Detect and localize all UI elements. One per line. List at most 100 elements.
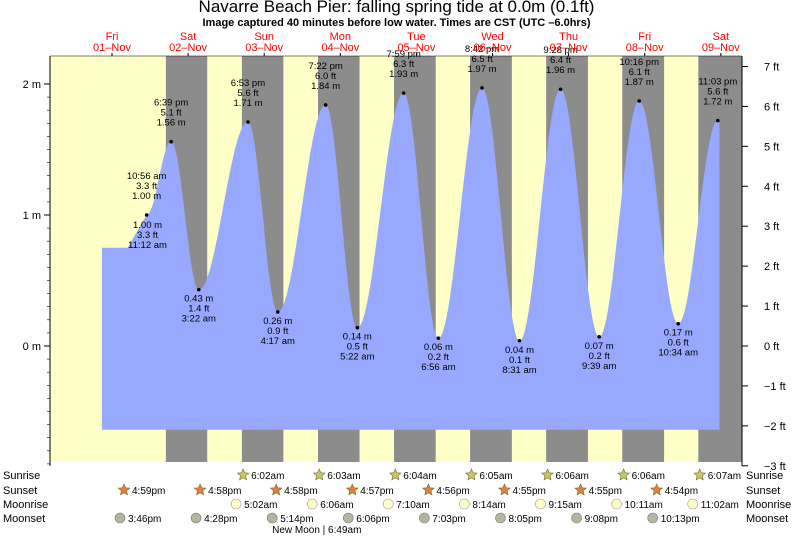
low-tide-label: 0.2 ft	[428, 352, 449, 363]
day-of-week-label: Wed	[481, 31, 503, 43]
sunset-icon	[117, 483, 131, 496]
low-tide-label: 0.6 ft	[668, 338, 689, 349]
low-tide-label: 0.2 ft	[589, 351, 610, 362]
right-tick-label: 6 ft	[764, 101, 779, 113]
low-tide-label: 3.3 ft	[137, 230, 158, 241]
low-tide-label: 0.14 m	[343, 332, 372, 343]
high-tide-point	[323, 103, 328, 107]
low-tide-label: 0.26 m	[263, 316, 292, 327]
low-tide-point	[196, 287, 201, 292]
moonrise-time: 9:15am	[549, 500, 582, 511]
sunrise-icon	[541, 468, 554, 481]
low-tide-point	[355, 325, 360, 330]
sunset-time: 4:58pm	[284, 486, 317, 497]
date-label: 05–Nov	[397, 42, 435, 54]
low-tide-label: 9:39 am	[582, 361, 616, 372]
tide-area	[101, 88, 720, 430]
high-tide-label: 6.5 ft	[471, 54, 492, 65]
high-tide-label: 6.4 ft	[550, 55, 571, 66]
moonset-time: 8:05pm	[509, 514, 542, 525]
sunrise-icon	[388, 468, 402, 481]
high-tide-label: 10:16 pm	[619, 57, 659, 68]
day-of-week-label: Thu	[559, 31, 578, 43]
date-label: 03–Nov	[245, 42, 283, 54]
moonset-icon	[495, 512, 506, 524]
left-tick-label: 2 m	[23, 79, 41, 91]
low-tide-label: 4:17 am	[261, 336, 295, 347]
sunset-time: 4:55pm	[513, 486, 546, 497]
low-tide-label: 3:22 am	[182, 314, 216, 325]
low-tide-label: 1.00 m	[133, 220, 162, 231]
high-tide-label: 6.0 ft	[315, 71, 336, 82]
sunset-time: 4:56pm	[436, 486, 469, 497]
high-tide-label: 1.87 m	[625, 77, 654, 88]
low-tide-label: 0.9 ft	[267, 326, 288, 337]
high-tide-point	[715, 118, 720, 123]
moonrise-time: 7:10am	[396, 500, 429, 511]
moonset-icon	[571, 512, 582, 524]
high-tide-label: 6:53 pm	[231, 78, 265, 89]
sunrise-icon	[312, 468, 326, 481]
low-tide-point	[597, 335, 601, 339]
date-label: 02–Nov	[169, 42, 207, 54]
sunrise-icon	[236, 468, 250, 481]
moonrise-icon	[687, 498, 699, 510]
low-tide-label: 0.06 m	[424, 342, 453, 353]
high-tide-label: 5.6 ft	[237, 88, 258, 99]
moonrise-icon	[382, 498, 394, 510]
left-ticks: 2 m 1 m 0 m	[23, 79, 50, 465]
moonrise-icon	[611, 498, 622, 510]
moonset-row-label-right: Moonset	[746, 513, 788, 525]
low-tide-label: 0.04 m	[505, 345, 534, 356]
high-tide-label: 1.96 m	[546, 65, 575, 76]
sunrise-row-label: Sunrise	[3, 470, 40, 482]
sunset-time: 4:57pm	[360, 486, 393, 497]
low-tide-label: 10:34 am	[658, 348, 698, 359]
date-label: 04–Nov	[321, 42, 359, 54]
moonrise-time: 5:02am	[244, 500, 277, 511]
high-tide-label: 6.3 ft	[393, 59, 414, 70]
low-tide-label: 5:22 am	[340, 352, 374, 363]
high-tide-point	[144, 213, 149, 217]
moonrise-time: 6:06am	[320, 500, 353, 511]
sunrise-icon	[693, 468, 707, 481]
sunset-time: 4:59pm	[132, 486, 165, 497]
high-tide-label: 1.84 m	[311, 81, 340, 92]
moonrise-time: 10:11am	[625, 500, 663, 511]
moonset-time: 4:28pm	[204, 514, 237, 525]
sunset-icon	[421, 483, 435, 496]
date-label: 08–Nov	[626, 42, 664, 54]
low-tide-point	[436, 336, 441, 340]
low-tide-label: 6:56 am	[421, 362, 455, 373]
high-tide-point	[480, 86, 484, 90]
moonrise-row: 5:02am 6:06am 7:10am 8:14am 9:15am 10:11am 11:…	[230, 498, 739, 511]
moonrise-icon	[306, 498, 318, 510]
date-label: 01–Nov	[93, 42, 131, 54]
moonset-time: 10:13pm	[661, 514, 700, 525]
moonrise-time: 8:14am	[472, 500, 505, 511]
high-tide-label: 7:22 pm	[308, 61, 342, 72]
moonset-time: 3:46pm	[128, 514, 161, 525]
day-of-week-label: Tue	[407, 31, 426, 43]
sunset-time: 4:54pm	[665, 486, 698, 497]
right-tick-label: 0 ft	[764, 341, 779, 353]
low-tide-label: 0.5 ft	[347, 342, 368, 353]
high-tide-point	[558, 87, 563, 92]
high-tide-point	[401, 91, 406, 95]
moonrise-time: 11:02am	[701, 500, 739, 511]
day-of-week-label: Sat	[180, 31, 197, 43]
right-tick-label: 1 ft	[764, 301, 779, 313]
low-tide-label: 11:12 am	[128, 240, 167, 251]
sunset-icon	[498, 483, 511, 496]
low-tide-label: 8:31 am	[502, 365, 536, 376]
sunrise-row-label-right: Sunrise	[746, 470, 783, 482]
sunrise-time: 6:02am	[251, 471, 284, 482]
sunset-row-label-right: Sunset	[746, 485, 780, 497]
high-tide-label: 6:39 pm	[154, 98, 188, 109]
day-of-week-label: Sun	[254, 31, 274, 43]
moonset-row: 3:46pm 4:28pm 5:14pm 6:06pm 7:03pm 8:05pm 9:08…	[114, 512, 700, 525]
high-tide-label: 1.72 m	[703, 97, 732, 108]
moonset-row-label: Moonset	[3, 513, 45, 525]
high-tide-label: 10:56 am	[127, 171, 167, 182]
